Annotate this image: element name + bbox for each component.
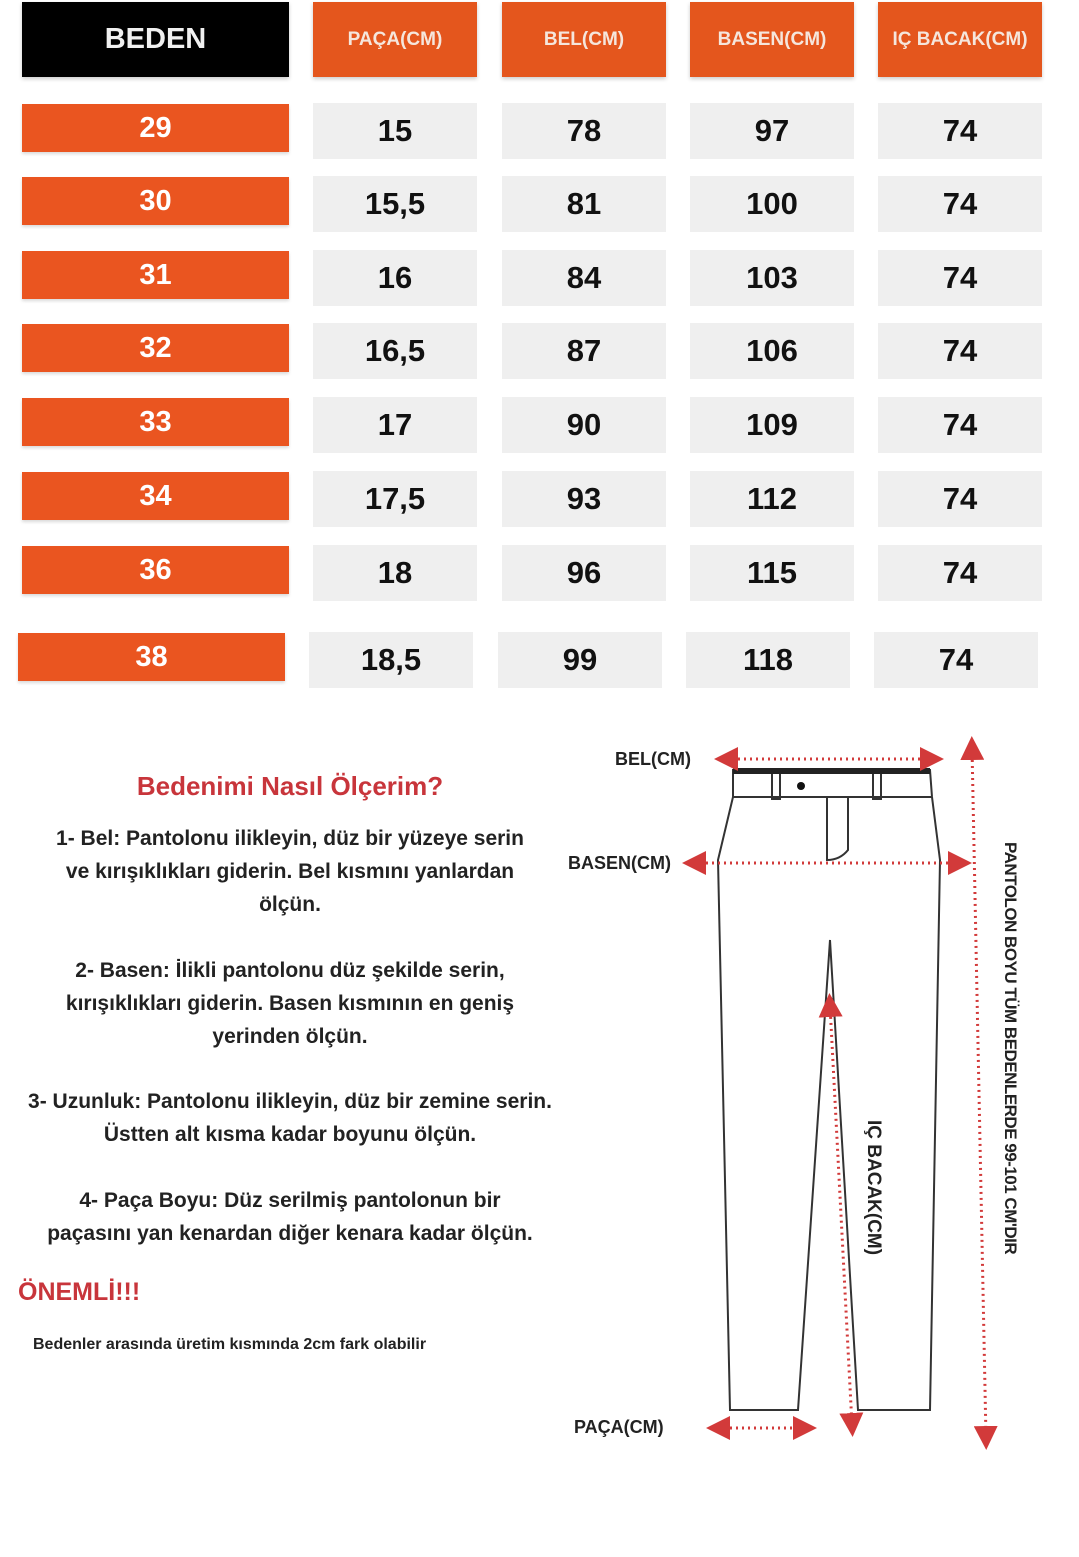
measure-cell: 97 [690,103,854,159]
guide-step-1: 1- Bel: Pantolonu ilikleyin, düz bir yüz… [56,827,524,916]
pants-outline [716,769,942,1411]
column-header: PAÇA(CM) [313,2,477,77]
bel-label: BEL(CM) [615,749,691,769]
length-label: PANTOLON BOYU TÜM BEDENLERDE 99-101 CM'D… [1001,842,1020,1255]
guide-step-3: 3- Uzunluk: Pantolonu ilikleyin, düz bir… [28,1090,552,1146]
measure-cell: 17 [313,397,477,453]
measure-cell: 74 [878,471,1042,527]
measure-cell: 84 [502,250,666,306]
measure-cell: 16,5 [313,323,477,379]
size-cell: 31 [22,251,289,299]
size-cell: 29 [22,104,289,152]
ic-bacak-label: IÇ BACAK(CM) [863,1120,884,1256]
measure-cell: 74 [878,250,1042,306]
guide-title: Bedenimi Nasıl Ölçerim? [136,771,444,801]
column-header: BASEN(CM) [690,2,854,77]
size-cell: 36 [22,546,289,594]
ic-bacak-arrow [818,993,864,1437]
column-header: BEDEN [22,2,289,77]
measure-cell: 103 [690,250,854,306]
column-header: BEL(CM) [502,2,666,77]
measure-cell: 74 [878,176,1042,232]
measure-cell: 74 [878,323,1042,379]
measure-cell: 78 [502,103,666,159]
measure-cell: 74 [878,397,1042,453]
length-arrow [960,736,998,1450]
measure-cell: 15,5 [313,176,477,232]
important-label: ÖNEMLİ!!! [18,1278,141,1306]
measure-cell: 17,5 [313,471,477,527]
measure-cell: 118 [686,632,850,688]
measure-cell: 16 [313,250,477,306]
size-cell: 33 [22,398,289,446]
measure-cell: 81 [502,176,666,232]
measure-cell: 112 [690,471,854,527]
measure-cell: 100 [690,176,854,232]
measure-cell: 93 [502,471,666,527]
measure-cell: 109 [690,397,854,453]
measure-cell: 18,5 [309,632,473,688]
measure-cell: 115 [690,545,854,601]
measure-cell: 99 [498,632,662,688]
guide-step-4: 4- Paça Boyu: Düz serilmiş pantolonun bi… [47,1189,533,1245]
size-cell: 32 [22,324,289,372]
measure-cell: 18 [313,545,477,601]
note-text: Bedenler arasında üretim kısmında 2cm fa… [33,1336,427,1353]
measure-cell: 15 [313,103,477,159]
guide-step-2: 2- Basen: İlikli pantolonu düz şekilde s… [65,959,515,1048]
basen-label: BASEN(CM) [568,853,671,873]
measure-cell: 87 [502,323,666,379]
column-header: IÇ BACAK(CM) [878,2,1042,77]
paca-label: PAÇA(CM) [574,1417,664,1437]
size-cell: 34 [22,472,289,520]
measure-cell: 74 [878,103,1042,159]
measure-cell: 106 [690,323,854,379]
measure-cell: 74 [874,632,1038,688]
size-cell: 30 [22,177,289,225]
measure-cell: 90 [502,397,666,453]
measure-cell: 96 [502,545,666,601]
size-cell: 38 [18,633,285,681]
measure-cell: 74 [878,545,1042,601]
